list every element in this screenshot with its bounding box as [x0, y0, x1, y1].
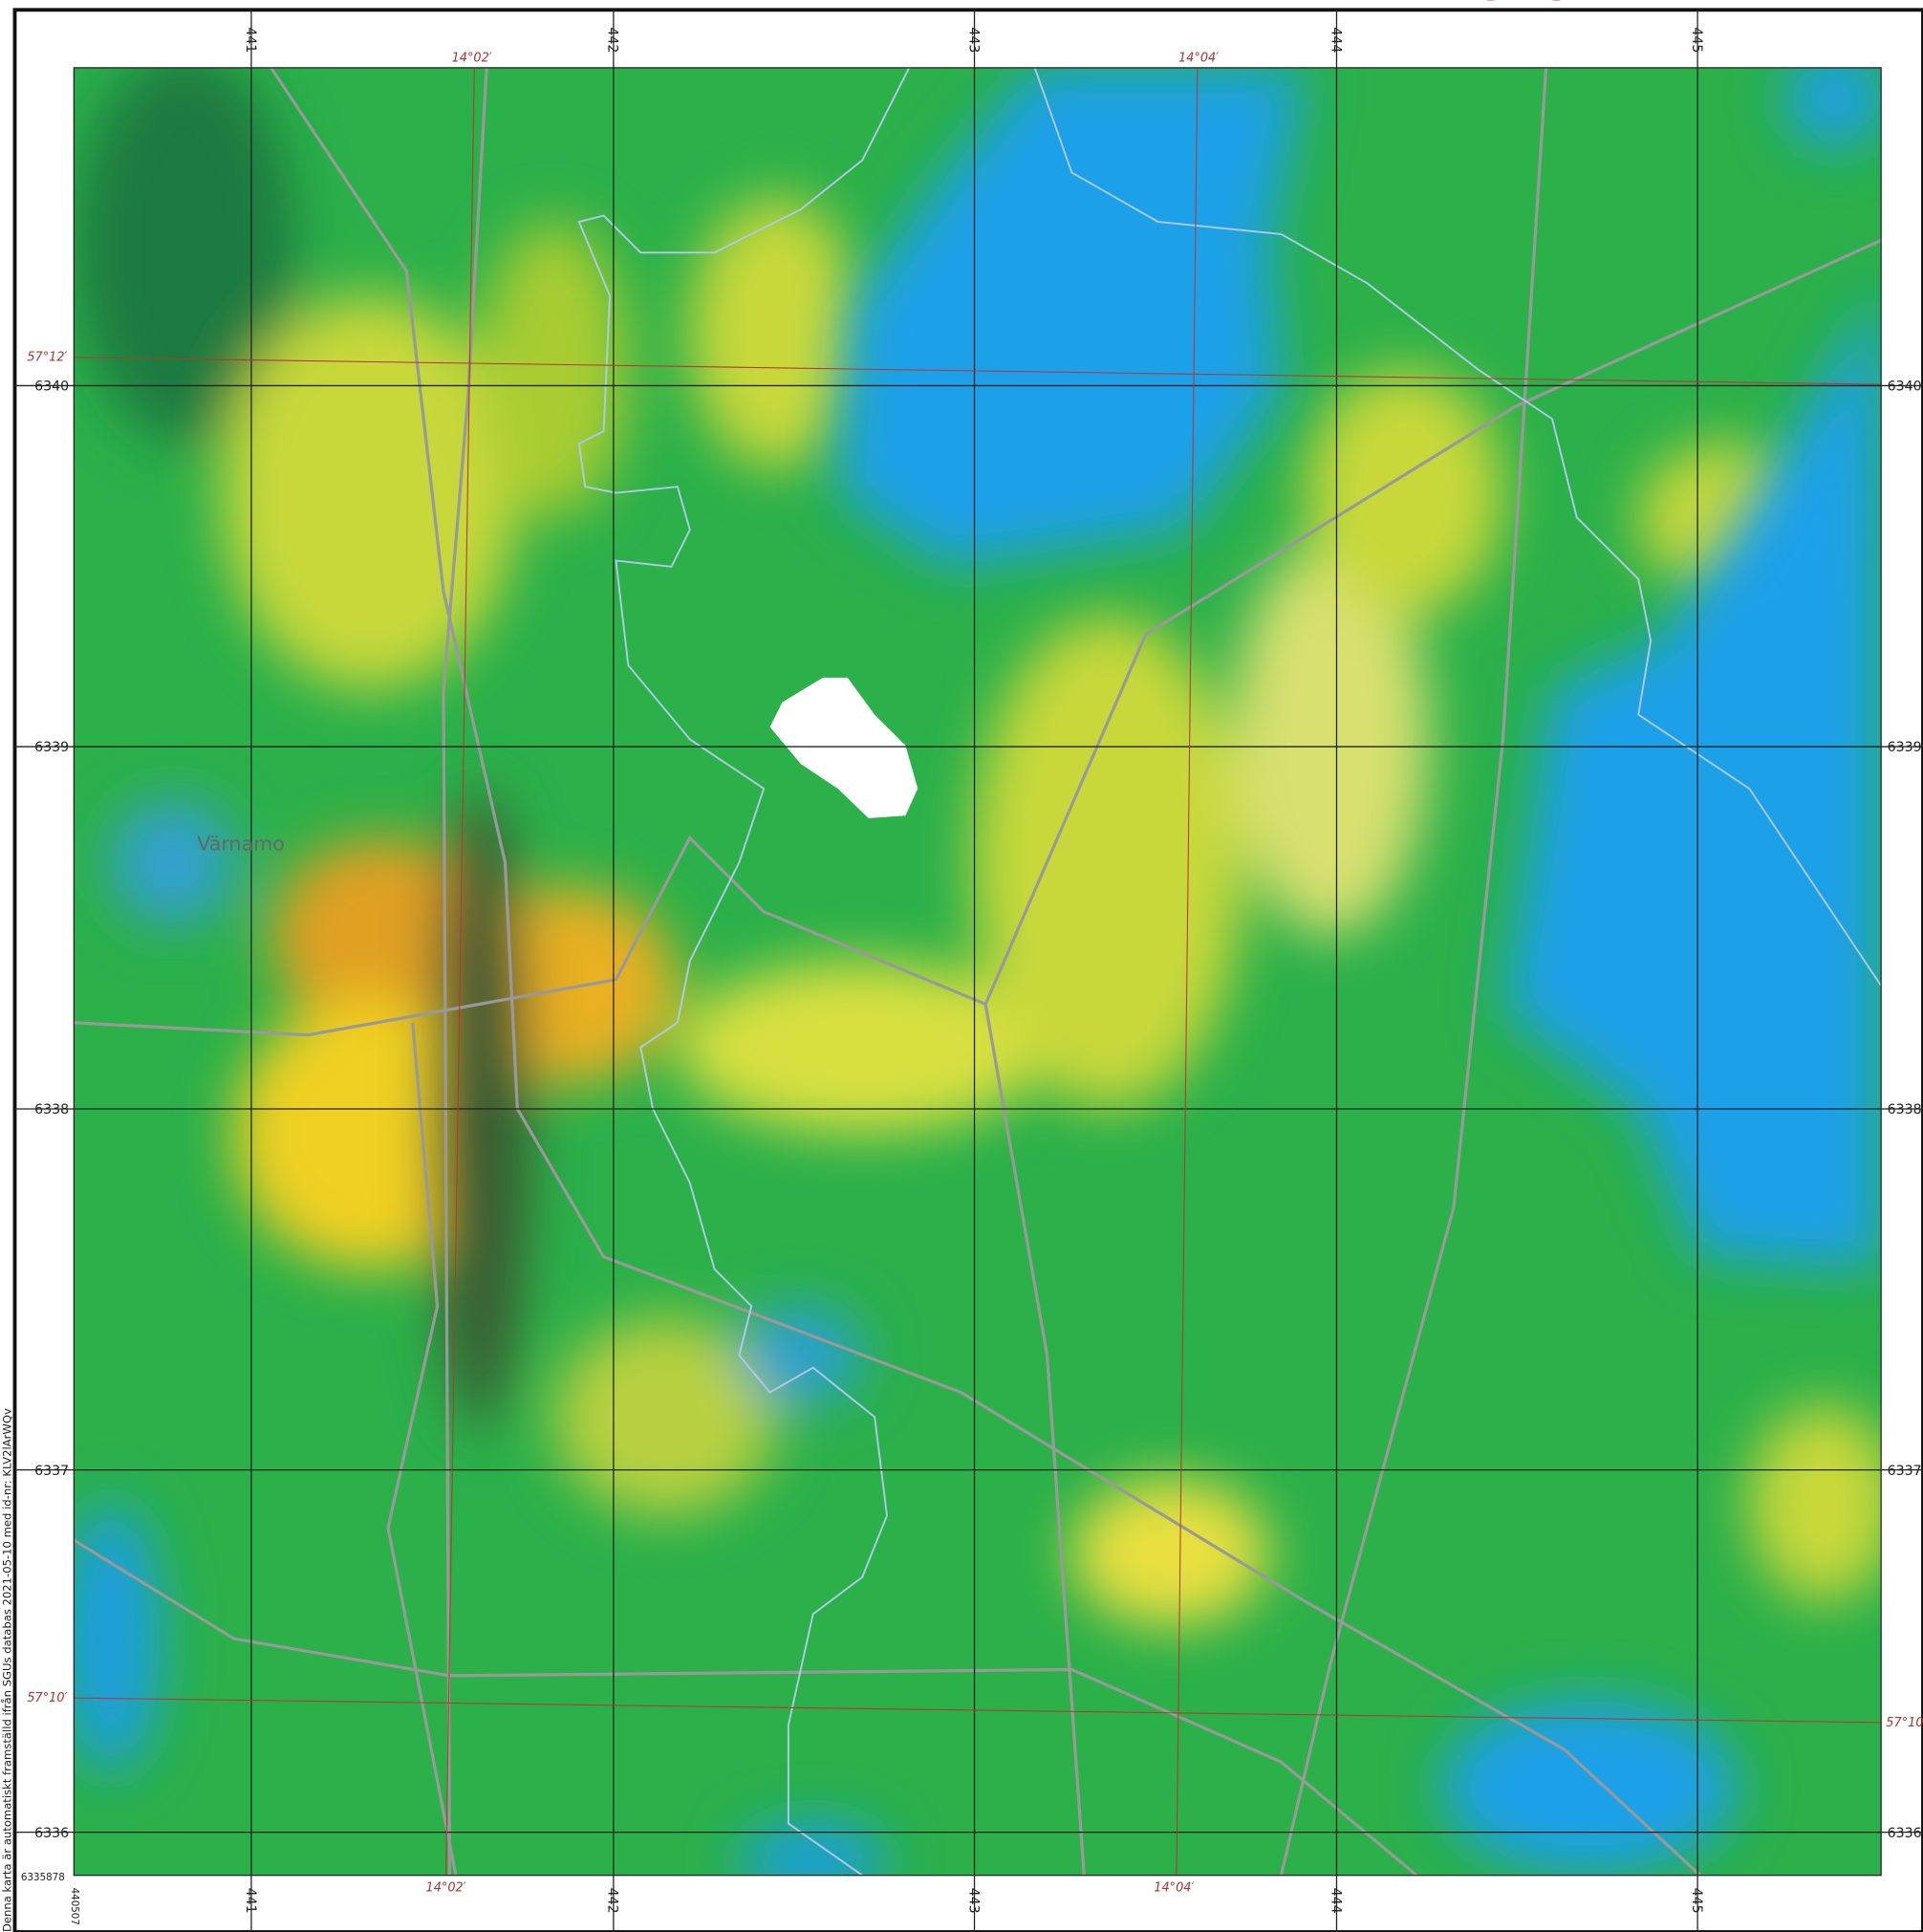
corner-northing: 6335878 — [21, 1872, 65, 1883]
easting-label: 441 — [243, 27, 258, 53]
latitude-label: 57°10′ — [27, 1691, 67, 1705]
northing-label: 6336 — [34, 1826, 69, 1841]
longitude-label: 14°04′ — [1178, 51, 1219, 65]
northing-label: 6338 — [34, 1102, 69, 1118]
latitude-label: 57°10′ — [1886, 1716, 1923, 1730]
page: {"header":{"sheet_label":"BILAGA 3"}, "g… — [0, 0, 1923, 1932]
northing-label: 6337 — [1888, 1464, 1922, 1479]
northing-label: 6339 — [34, 740, 69, 755]
longitude-label: 14°02′ — [452, 51, 492, 65]
map-sheet: BILAGA 3 Värnamo 14°02′ 14°04′ 14°02′ 14… — [0, 0, 1923, 1932]
northing-label: 6340 — [1888, 380, 1922, 395]
sheet-label: BILAGA 3 — [1380, 0, 1571, 10]
latitude-label: 57°12′ — [27, 351, 67, 365]
easting-label: 445 — [1689, 1888, 1704, 1914]
easting-label: 444 — [1328, 27, 1343, 53]
northing-label: 6336 — [1888, 1826, 1922, 1841]
map-raster — [61, 50, 1896, 1898]
northing-label: 6340 — [34, 380, 69, 395]
longitude-label: 14°04′ — [1154, 1880, 1194, 1895]
northing-label: 6338 — [1888, 1102, 1922, 1118]
easting-label: 444 — [1328, 1888, 1343, 1914]
northing-label: 6339 — [1888, 740, 1922, 755]
easting-label: 442 — [605, 27, 620, 53]
corner-easting: 440507 — [69, 1888, 80, 1925]
easting-label: 443 — [965, 27, 981, 53]
footer-note: Denna karta är automatiskt framställd if… — [1, 1408, 14, 1932]
easting-label: 445 — [1689, 27, 1704, 53]
place-name: Värnamo — [197, 832, 285, 855]
easting-label: 441 — [243, 1888, 258, 1914]
easting-label: 443 — [965, 1888, 981, 1914]
northing-label: 6337 — [34, 1464, 69, 1479]
easting-label: 442 — [605, 1888, 620, 1914]
longitude-label: 14°02′ — [426, 1880, 466, 1895]
